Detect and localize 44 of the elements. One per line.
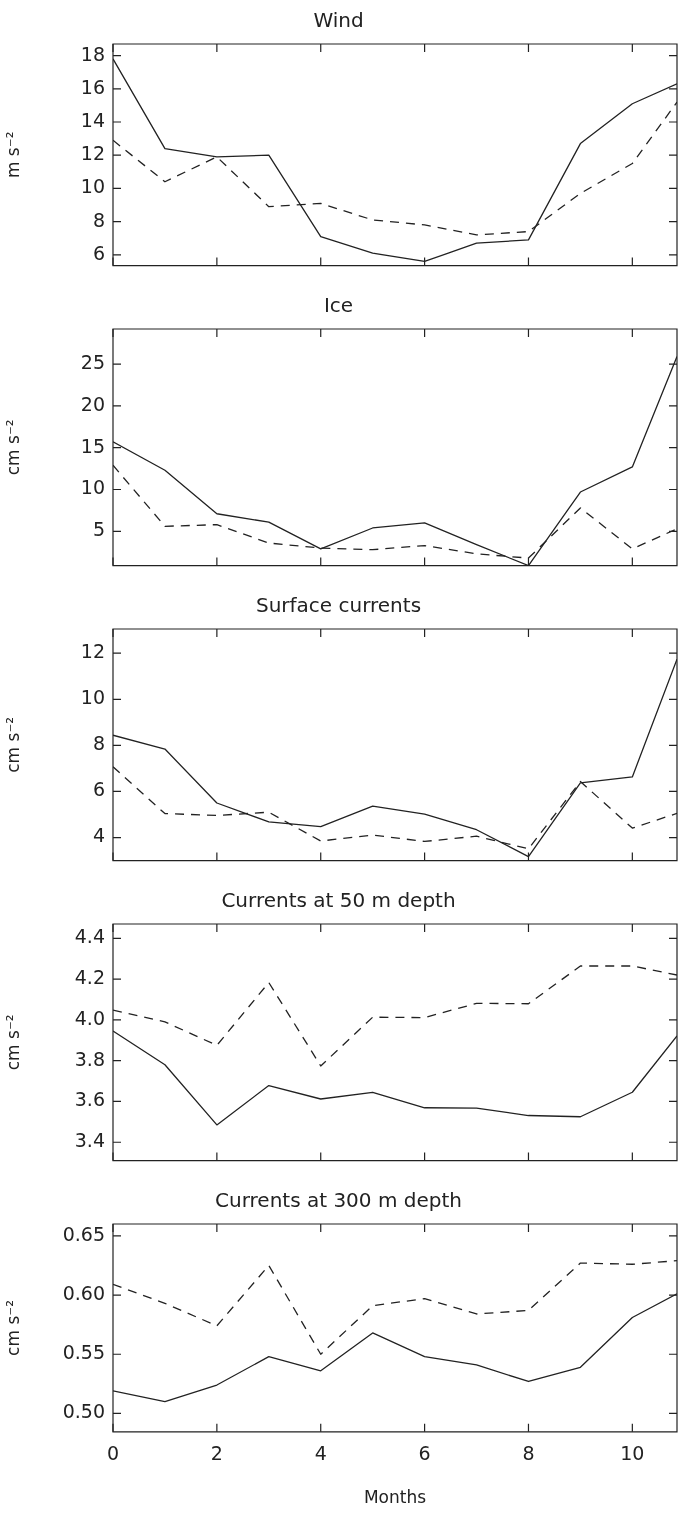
y-axis-title: cm s⁻² (2, 1014, 23, 1071)
y-tick-label: 5 (92, 518, 105, 541)
y-tick-label: 0.55 (62, 1341, 105, 1364)
y-tick-label: 12 (80, 142, 105, 165)
chart-title: Currents at 300 m depth (215, 1188, 462, 1213)
y-tick-label: 10 (80, 476, 105, 499)
x-tick-label: 0 (106, 1442, 120, 1465)
chart-title: Ice (323, 293, 354, 318)
y-tick-label: 0.50 (62, 1400, 105, 1423)
x-axis-title: Months (363, 1487, 427, 1508)
y-tick-label: 16 (80, 75, 105, 98)
y-axis-title: cm s⁻² (2, 716, 23, 773)
y-tick-label: 25 (80, 351, 105, 374)
y-tick-label: 12 (80, 640, 105, 663)
y-tick-label: 10 (80, 175, 105, 198)
y-tick-label: 3.6 (74, 1088, 105, 1111)
y-tick-label: 4.4 (74, 925, 105, 948)
y-tick-label: 4.0 (74, 1006, 105, 1029)
y-tick-label: 3.4 (74, 1129, 105, 1152)
y-tick-label: 14 (80, 108, 105, 131)
y-tick-label: 4 (92, 824, 105, 847)
y-tick-label: 3.8 (74, 1047, 105, 1070)
y-tick-label: 0.60 (62, 1281, 105, 1304)
x-tick-label: 8 (522, 1442, 535, 1465)
y-tick-label: 10 (80, 686, 105, 709)
y-axis-title: cm s⁻² (2, 1299, 23, 1356)
y-tick-label: 8 (92, 208, 105, 231)
chart-title: Currents at 50 m depth (221, 888, 456, 913)
y-tick-label: 15 (80, 434, 105, 457)
x-tick-label: 6 (418, 1442, 431, 1465)
y-axis-title: m s⁻² (2, 131, 23, 179)
y-tick-label: 8 (92, 732, 105, 755)
y-tick-label: 4.2 (74, 966, 105, 989)
y-tick-label: 18 (80, 42, 105, 65)
x-tick-label: 10 (620, 1442, 645, 1465)
y-axis-title: cm s⁻² (2, 419, 23, 476)
y-tick-label: 0.65 (62, 1222, 105, 1245)
chart-title: Wind (313, 8, 364, 33)
x-tick-label: 2 (210, 1442, 223, 1465)
chart-title: Surface currents (255, 593, 422, 618)
x-tick-label: 4 (314, 1442, 327, 1465)
y-tick-label: 6 (92, 241, 105, 264)
y-tick-label: 6 (92, 778, 105, 801)
y-tick-label: 20 (80, 392, 105, 415)
